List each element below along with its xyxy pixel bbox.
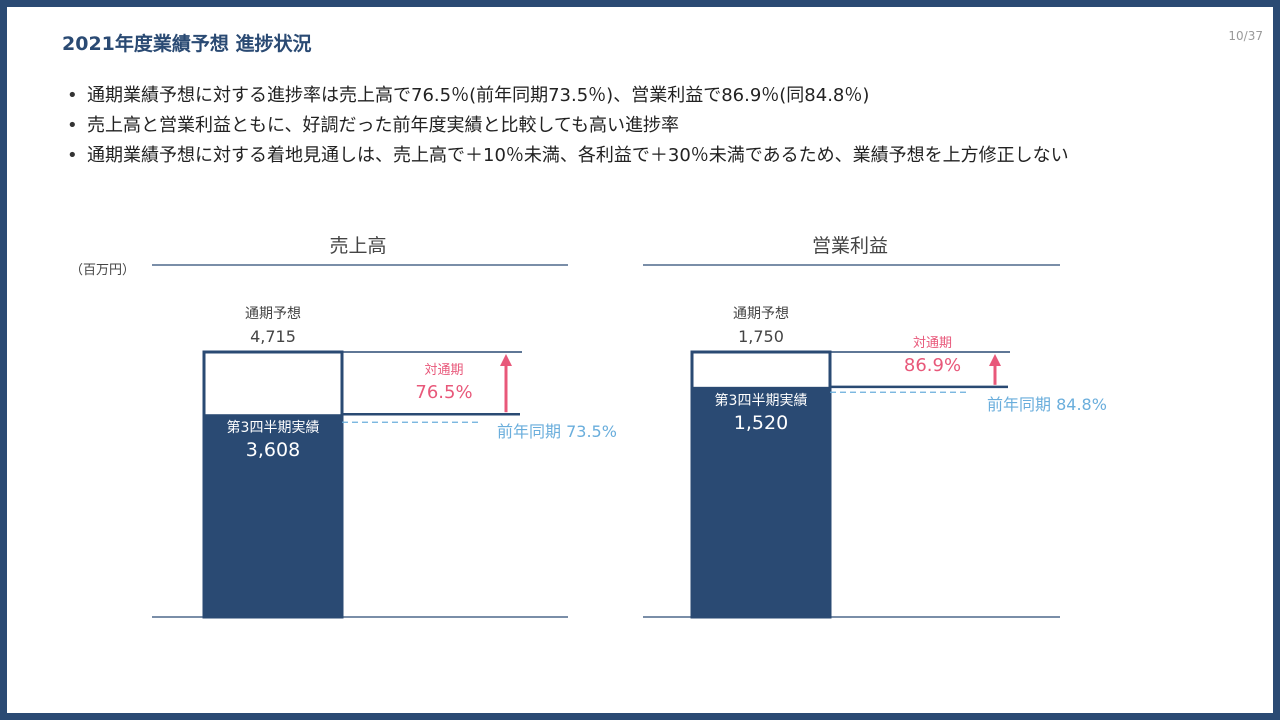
- progress-arrow-head: [989, 354, 1001, 366]
- actual-value: 1,520: [734, 412, 788, 434]
- prior-year-label: 前年同期 73.5%: [497, 422, 617, 441]
- actual-bar: [204, 414, 342, 617]
- progress-label: 対通期: [424, 363, 463, 378]
- chart-title: 売上高: [329, 235, 386, 257]
- progress-label: 対通期: [913, 336, 952, 351]
- actual-value: 3,608: [246, 439, 300, 461]
- progress-value: 76.5%: [415, 382, 472, 403]
- unit-label: （百万円）: [70, 263, 135, 278]
- progress-arrow-head: [500, 354, 512, 366]
- chart-title: 営業利益: [812, 235, 888, 257]
- forecast-value: 1,750: [738, 327, 784, 346]
- actual-label: 第3四半期実績: [227, 419, 320, 436]
- bullet-item: 通期業績予想に対する着地見通しは、売上高で＋10％未満、各利益で＋30％未満であ…: [65, 143, 1205, 169]
- bullet-list: 通期業績予想に対する進捗率は売上高で76.5％(前年同期73.5％)、営業利益で…: [65, 83, 1205, 173]
- progress-value: 86.9%: [904, 355, 961, 376]
- page-number: 10/37: [1228, 29, 1263, 43]
- bullet-item: 売上高と営業利益ともに、好調だった前年度実績と比較しても高い進捗率: [65, 113, 1205, 139]
- forecast-label: 通期予想: [245, 306, 301, 322]
- page-title: 2021年度業績予想 進捗状況: [62, 33, 312, 55]
- actual-bar: [692, 386, 830, 617]
- bullet-item: 通期業績予想に対する進捗率は売上高で76.5％(前年同期73.5％)、営業利益で…: [65, 83, 1205, 109]
- prior-year-label: 前年同期 84.8%: [987, 395, 1107, 414]
- forecast-label: 通期予想: [733, 306, 789, 322]
- forecast-value: 4,715: [250, 327, 296, 346]
- actual-label: 第3四半期実績: [715, 392, 808, 409]
